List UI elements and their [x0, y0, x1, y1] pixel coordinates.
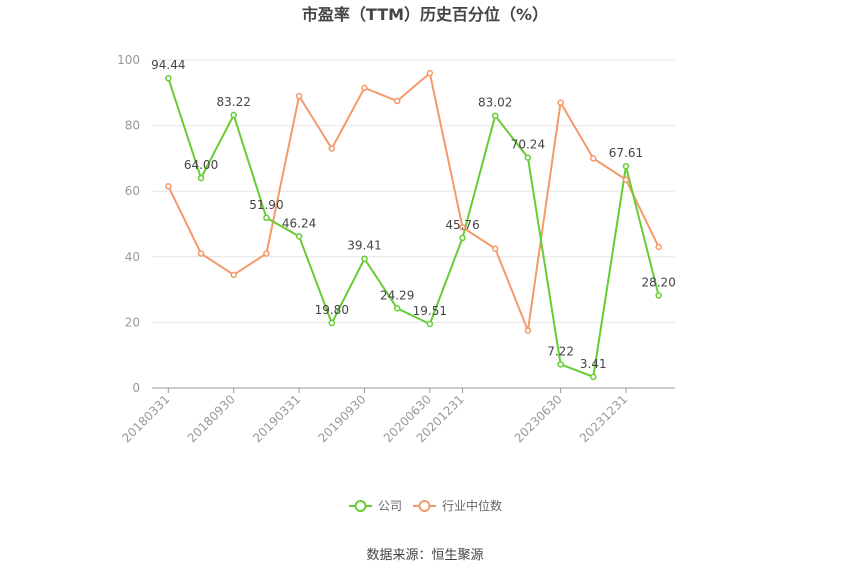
- grid-lines: [152, 59, 675, 323]
- x-tick-label: 20190930: [316, 392, 369, 445]
- industry-data-point: [263, 250, 270, 257]
- legend-industry-label: 行业中位数: [442, 498, 502, 513]
- source-note: 数据来源：恒生聚源: [366, 548, 483, 563]
- industry-data-point: [491, 245, 499, 252]
- legend-industry-marker: [418, 500, 431, 512]
- company-data-label: 46.24: [282, 216, 316, 230]
- industry-data-point: [328, 145, 336, 152]
- legend-item-company[interactable]: 公司: [349, 499, 402, 513]
- series-lines: [167, 72, 660, 378]
- industry-data-point: [165, 183, 172, 190]
- legend-company-label: 公司: [378, 499, 402, 513]
- company-data-label: 7.22: [547, 344, 574, 358]
- industry-data-point: [524, 327, 532, 334]
- company-data-point: [590, 373, 597, 381]
- x-axis-ticks: 20180331 20180930 20190331 20190930 20200630…: [119, 388, 630, 445]
- x-tick-label: 20180331: [119, 392, 172, 445]
- company-data-point: [165, 74, 172, 82]
- chart-title: 市盈率（TTM）历史百分位（%）: [302, 5, 548, 24]
- company-data-label: 83.22: [217, 95, 251, 109]
- industry-data-point: [295, 92, 303, 100]
- company-data-point: [361, 255, 368, 262]
- x-tick-label: 20230630: [512, 392, 565, 445]
- company-data-point: [230, 111, 237, 119]
- y-tick-label: 40: [125, 250, 140, 264]
- y-axis-ticks: 0 20 40 60 80 100: [117, 53, 140, 395]
- industry-data-point: [459, 224, 466, 231]
- company-data-label: 28.20: [641, 276, 675, 290]
- industry-data-point: [622, 176, 630, 183]
- company-data-label: 3.41: [580, 357, 607, 371]
- company-data-point: [263, 214, 270, 222]
- y-tick-label: 60: [125, 184, 140, 198]
- company-data-label: 45.76: [445, 218, 479, 232]
- company-data-label: 64.00: [184, 158, 218, 172]
- company-data-point: [655, 292, 662, 299]
- company-series-line: [167, 77, 660, 378]
- legend-item-industry[interactable]: 行业中位数: [413, 498, 502, 513]
- company-data-label: 19.80: [315, 303, 349, 317]
- company-data-label: 39.41: [347, 239, 381, 253]
- company-data-label: 94.44: [151, 58, 185, 72]
- industry-data-point: [426, 69, 434, 77]
- legend[interactable]: 公司 行业中位数: [349, 498, 502, 513]
- company-data-point: [557, 361, 564, 368]
- industry-data-point: [361, 84, 368, 92]
- company-data-point: [197, 174, 205, 182]
- company-data-label: 67.61: [609, 146, 643, 160]
- y-tick-label: 20: [125, 315, 140, 329]
- company-data-point: [491, 112, 499, 119]
- company-data-point: [622, 162, 630, 170]
- industry-data-point: [197, 250, 205, 257]
- industry-series-line: [167, 72, 660, 332]
- industry-data-point: [557, 99, 564, 106]
- company-data-label: 51.90: [249, 198, 283, 212]
- legend-company-marker: [354, 500, 367, 512]
- industry-data-point: [393, 97, 401, 105]
- industry-data-point: [230, 271, 237, 279]
- company-data-label: 24.29: [380, 288, 414, 302]
- x-tick-label: 20180930: [185, 392, 238, 445]
- company-data-point: [426, 320, 434, 328]
- x-tick-label: 20231231: [577, 392, 630, 445]
- industry-data-point: [590, 155, 597, 162]
- company-data-point: [393, 305, 401, 312]
- series-points: [165, 69, 662, 381]
- company-data-point: [328, 319, 336, 327]
- x-tick-label: 20190331: [250, 392, 303, 445]
- company-data-point: [459, 234, 466, 242]
- data-labels: 94.44 64.00 83.22 51.90 46.24 19.80 39.41 24.29…: [151, 58, 676, 371]
- y-tick-label: 100: [117, 53, 140, 67]
- company-data-label: 70.24: [511, 138, 545, 152]
- y-tick-label: 0: [132, 381, 140, 395]
- company-data-label: 19.51: [413, 304, 447, 318]
- industry-data-point: [655, 243, 662, 251]
- y-tick-label: 80: [125, 119, 140, 133]
- company-data-point: [295, 233, 303, 240]
- company-data-point: [524, 154, 532, 161]
- company-data-label: 83.02: [478, 96, 512, 110]
